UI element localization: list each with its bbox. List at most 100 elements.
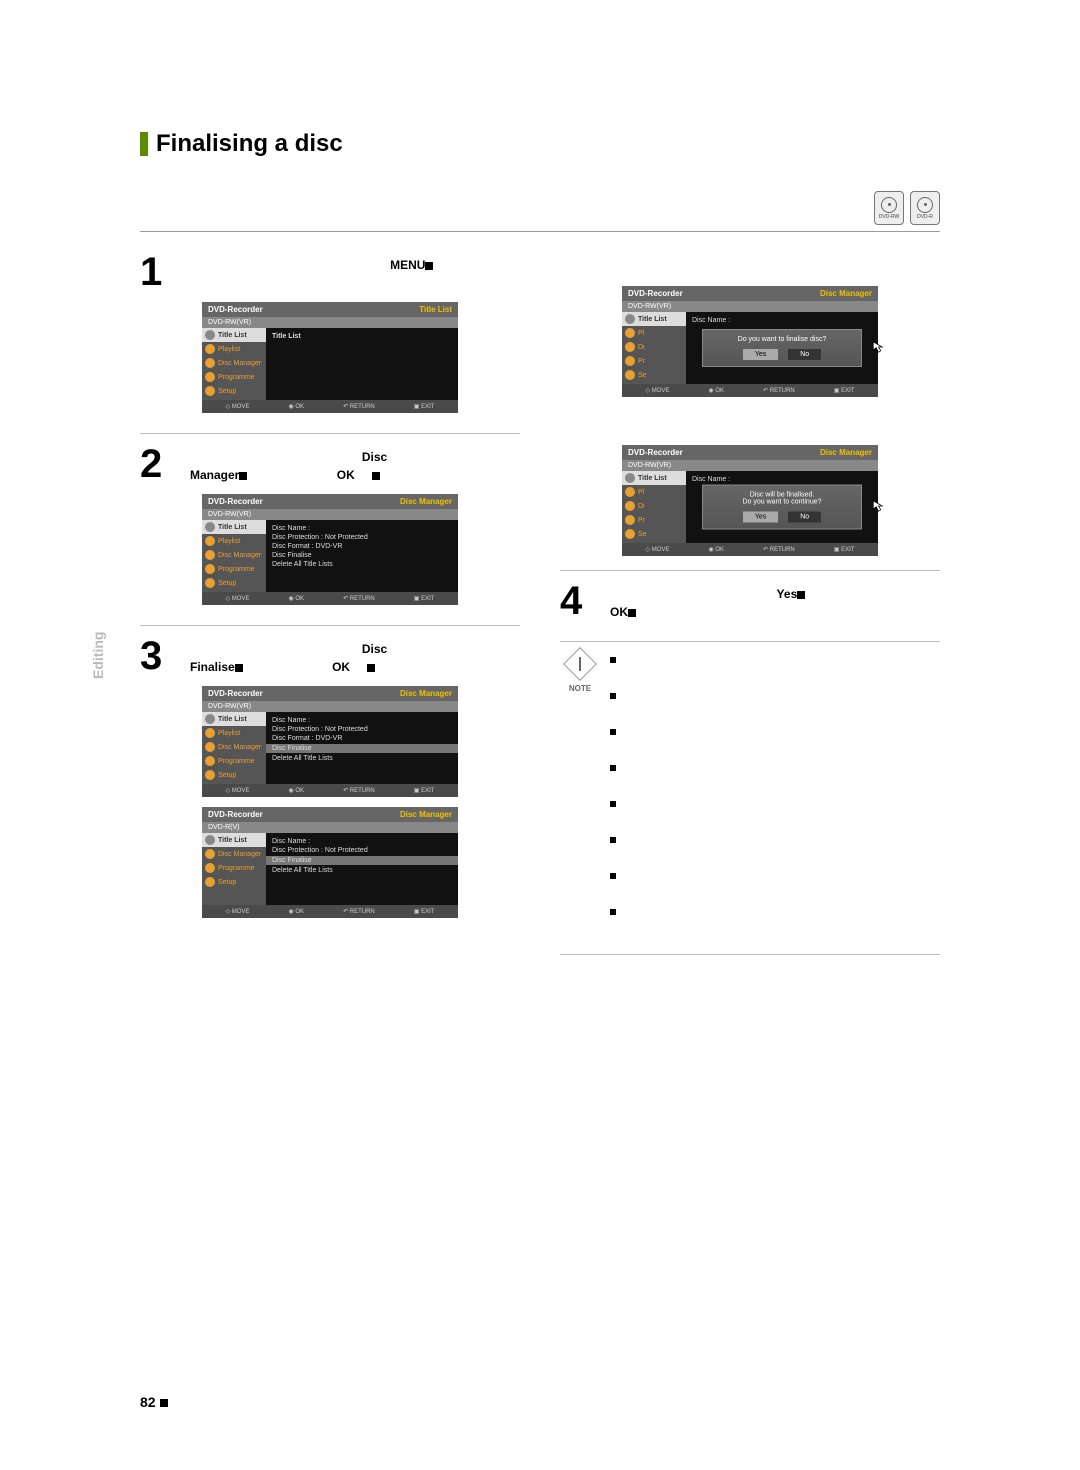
tv-screenshot-disc-manager: DVD-Recorder Disc Manager DVD-RW(VR) Tit…: [202, 494, 458, 605]
section-heading: Finalising a disc: [156, 130, 343, 158]
tv-footer: ◇ MOVE ◉ OK ↶ RETURN ▣ EXIT: [622, 384, 878, 397]
dialog-no-button[interactable]: No: [788, 349, 821, 360]
step-number: 1: [140, 252, 180, 292]
page-number: 82 - English: [140, 1394, 214, 1410]
step-4: 4 Press the ◀▶ buttons to select Yes , t…: [560, 570, 940, 621]
tv-footer: ◇ MOVE ◉ OK ↶ RETURN ▣ EXIT: [202, 592, 458, 605]
tv-main-area: Disc Name : Disc Protection : Not Protec…: [266, 833, 458, 905]
tv-sidebar: Title List Playlist Disc Manager Program…: [202, 712, 266, 784]
tv-header-right: Disc Manager: [400, 689, 452, 698]
tv-header: DVD-Recorder: [208, 305, 263, 314]
tv-side-playlist: Playlist: [202, 534, 266, 548]
tv-screenshot-finalise-vr: DVD-Recorder Disc Manager DVD-RW(VR) Tit…: [202, 686, 458, 797]
tv-header: DVD-Recorder: [628, 448, 683, 457]
tv-subheader: DVD-RW(VR): [622, 301, 878, 312]
tv-main-area: Title List: [266, 328, 458, 400]
tv-main-area: Disc Name : Disc will be finalised. Do y…: [686, 471, 878, 543]
tv-footer: ◇ MOVE ◉ OK ↶ RETURN ▣ EXIT: [622, 543, 878, 556]
confirm-text-1: You will be prompted with the confirmati…: [560, 252, 940, 276]
step-2: 2 Press the ▲▼ buttons to select Disc Ma…: [140, 433, 520, 605]
tv-side-playlist: Playlist: [202, 342, 266, 356]
page-content: Editing Finalising a disc After you reco…: [140, 130, 940, 955]
tv-header-right: Disc Manager: [400, 810, 452, 819]
tv-main-area: Disc Name : Disc Protection : Not Protec…: [266, 712, 458, 784]
tv-header-right: Disc Manager: [820, 289, 872, 298]
disc-circle-icon: [917, 197, 933, 213]
step-text: With the unit in Stop mode, press the ME…: [190, 252, 520, 274]
note-icon: NOTE: [560, 652, 600, 940]
section-title: Finalising a disc: [140, 130, 940, 158]
right-column: You will be prompted with the confirmati…: [560, 252, 940, 955]
step-3: 3 Press the ▲▼ buttons to select Disc Fi…: [140, 625, 520, 918]
tv-header: DVD-Recorder: [208, 689, 263, 698]
disc-icons: DVD-RW DVD-R: [140, 191, 940, 232]
tv-side-disc-manager: Disc Manager: [202, 847, 266, 861]
cursor-icon: [872, 500, 888, 512]
tv-side-setup: Setup: [202, 384, 266, 398]
tv-side-playlist: Playlist: [202, 726, 266, 740]
step-1: 1 With the unit in Stop mode, press the …: [140, 252, 520, 413]
tv-header: DVD-Recorder: [208, 810, 263, 819]
tv-side-programme: Programme: [202, 754, 266, 768]
tv-footer: ◇ MOVE ◉ OK ↶ RETURN ▣ EXIT: [202, 905, 458, 918]
disc-icon-dvd-rw: DVD-RW: [874, 191, 904, 225]
note-block: NOTE Once a disc is finalised, you canno…: [560, 641, 940, 955]
step-number: 3: [140, 636, 180, 676]
disc-icon-dvd-r: DVD-R: [910, 191, 940, 225]
tv-side-title-list: Title List: [202, 712, 266, 726]
tv-side-title-list: Title List: [202, 833, 266, 847]
tv-header-right: Disc Manager: [400, 497, 452, 506]
tv-side-programme: Programme: [202, 861, 266, 875]
dialog-yes-button[interactable]: Yes: [743, 349, 778, 360]
tv-subheader: DVD-RW(VR): [622, 460, 878, 471]
tv-main-area: Disc Name : Do you want to finalise disc…: [686, 312, 878, 384]
disc-circle-icon: [881, 197, 897, 213]
tv-side-disc-manager: Disc Manager: [202, 548, 266, 562]
tv-screenshot-confirm2: DVD-Recorder Disc Manager DVD-RW(VR) Tit…: [622, 445, 878, 556]
tv-side-setup: Setup: [202, 875, 266, 889]
step-text: Press the ▲▼ buttons to select Disc Mana…: [190, 444, 520, 484]
step-text: Press the ▲▼ buttons to select Disc Fina…: [190, 636, 520, 676]
tv-side-setup: Setup: [202, 768, 266, 782]
tv-sidebar: Title List Playlist Disc Manager Program…: [202, 328, 266, 400]
tv-header-right: Title List: [419, 305, 452, 314]
tv-side-setup: Setup: [202, 576, 266, 590]
step-number: 2: [140, 444, 180, 484]
cursor-icon: [872, 341, 888, 353]
step-text: Press the ◀▶ buttons to select Yes , the…: [610, 581, 940, 621]
tv-header-right: Disc Manager: [820, 448, 872, 457]
tv-header: DVD-Recorder: [628, 289, 683, 298]
tv-side-disc-manager: Disc Manager: [202, 356, 266, 370]
tv-side-disc-manager: Disc Manager: [202, 740, 266, 754]
step-number: 4: [560, 581, 600, 621]
tv-sidebar: Title List Disc Manager Programme Setup: [202, 833, 266, 905]
tv-subheader: DVD-R(V): [202, 822, 458, 833]
note-body: Once a disc is finalised, you cannot del…: [610, 652, 940, 940]
tv-sidebar: Title List Pl Di Pr Se: [622, 471, 686, 543]
left-column: 1 With the unit in Stop mode, press the …: [140, 252, 520, 955]
dialog-no-button[interactable]: No: [788, 512, 821, 523]
dialog-continue: Disc will be finalised. Do you want to c…: [702, 485, 862, 530]
tv-screenshot-confirm1: DVD-Recorder Disc Manager DVD-RW(VR) Tit…: [622, 286, 878, 397]
tv-sidebar: Title List Playlist Disc Manager Program…: [202, 520, 266, 592]
tv-side-title-list: Title List: [202, 328, 266, 342]
tv-side-title-list: Title List: [202, 520, 266, 534]
sidebar-label: Editing: [90, 632, 106, 679]
tv-sidebar: Title List Pl Di Pr Se: [622, 312, 686, 384]
tv-side-programme: Programme: [202, 370, 266, 384]
tv-footer: ◇ MOVE ◉ OK ↶ RETURN ▣ EXIT: [202, 784, 458, 797]
dialog-finalise: Do you want to finalise disc? Yes No: [702, 329, 862, 367]
intro-text: After you record titles onto a DVD-RW/DV…: [140, 166, 940, 181]
tv-footer: ◇ MOVE ◉ OK ↶ RETURN ▣ EXIT: [202, 400, 458, 413]
pencil-icon: [563, 647, 597, 681]
confirm-text-2: If you select Yes, you will be prompted …: [560, 411, 940, 435]
section-bar-icon: [140, 132, 148, 156]
tv-subheader: DVD-RW(VR): [202, 317, 458, 328]
tv-screenshot-title-list: DVD-Recorder Title List DVD-RW(VR) Title…: [202, 302, 458, 413]
tv-subheader: DVD-RW(VR): [202, 509, 458, 520]
tv-subheader: DVD-RW(VR): [202, 701, 458, 712]
tv-screenshot-finalise-r: DVD-Recorder Disc Manager DVD-R(V) Title…: [202, 807, 458, 918]
tv-main-area: Disc Name : Disc Protection : Not Protec…: [266, 520, 458, 592]
dialog-yes-button[interactable]: Yes: [743, 512, 778, 523]
tv-header: DVD-Recorder: [208, 497, 263, 506]
